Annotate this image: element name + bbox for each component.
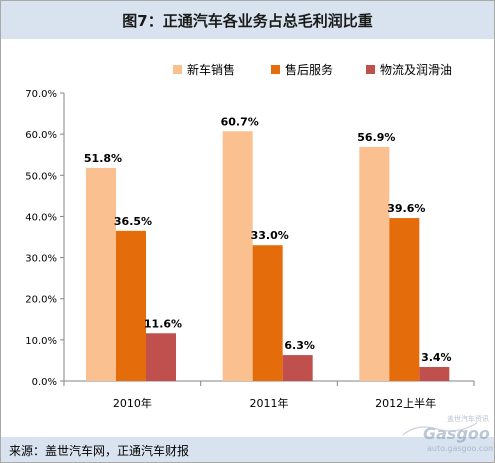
y-tick-label: 40.0% [25, 212, 57, 223]
y-tick-label: 20.0% [25, 295, 57, 306]
bar-1-1 [86, 167, 116, 381]
y-tick-label: 60.0% [25, 130, 57, 141]
title-bar: 图7：正通汽车各业务占总毛利润比重 [1, 1, 494, 39]
bar-2-3 [389, 218, 420, 381]
bar-2-2 [252, 245, 283, 381]
x-tick-label: 2010年 [113, 396, 152, 410]
legend-swatch-1 [173, 65, 182, 74]
x-tick-label: 2012上半年 [375, 396, 436, 410]
bar-3-3 [419, 367, 450, 381]
data-label: 39.6% [387, 202, 425, 215]
legend-swatch-2 [271, 65, 280, 74]
gasgoo-logo-icon: 盖世汽车资讯 Gasgoo auto.gasgoo.com [402, 414, 493, 453]
data-label: 60.7% [221, 115, 259, 128]
data-label: 51.8% [84, 152, 122, 165]
x-tick-label: 2011年 [250, 396, 289, 410]
source-bar: 来源：盖世汽车网，正通汽车财报 [1, 437, 494, 462]
data-label: 36.5% [114, 215, 152, 228]
y-tick-label: 70.0% [25, 89, 57, 100]
data-label: 3.4% [421, 351, 452, 364]
bar-3-1 [146, 333, 176, 381]
data-label: 33.0% [251, 229, 289, 242]
legend-label-2: 售后服务 [285, 62, 333, 77]
legend-label-3: 物流及润滑油 [380, 63, 452, 77]
gasgoo-watermark: 盖世汽车资讯 Gasgoo auto.gasgoo.com [402, 414, 493, 453]
y-tick-label: 30.0% [25, 254, 57, 265]
bar-chart: 新车销售 售后服务 物流及润滑油 0.0% 10.0% 20.0% 30.0% 40.0% 50… [25, 62, 475, 410]
data-label: 56.9% [357, 131, 395, 144]
y-tick-label: 0.0% [32, 377, 57, 388]
bar-1-2 [222, 131, 253, 381]
watermark-url: auto.gasgoo.com [427, 444, 493, 453]
legend-label-1: 新车销售 [187, 62, 235, 77]
bar-1-3 [359, 146, 390, 381]
y-tick-label: 10.0% [25, 336, 57, 347]
chart-title: 图7：正通汽车各业务占总毛利润比重 [122, 12, 373, 30]
data-label: 11.6% [144, 317, 182, 330]
watermark-brand: Gasgoo [423, 424, 490, 443]
bar-2-1 [116, 230, 146, 381]
source-note: 来源：盖世汽车网，正通汽车财报 [9, 444, 190, 458]
data-label: 6.3% [284, 339, 315, 352]
watermark-top: 盖世汽车资讯 [447, 414, 489, 423]
y-tick-label: 50.0% [25, 171, 57, 182]
legend-swatch-3 [366, 65, 375, 74]
bar-3-2 [282, 355, 313, 381]
